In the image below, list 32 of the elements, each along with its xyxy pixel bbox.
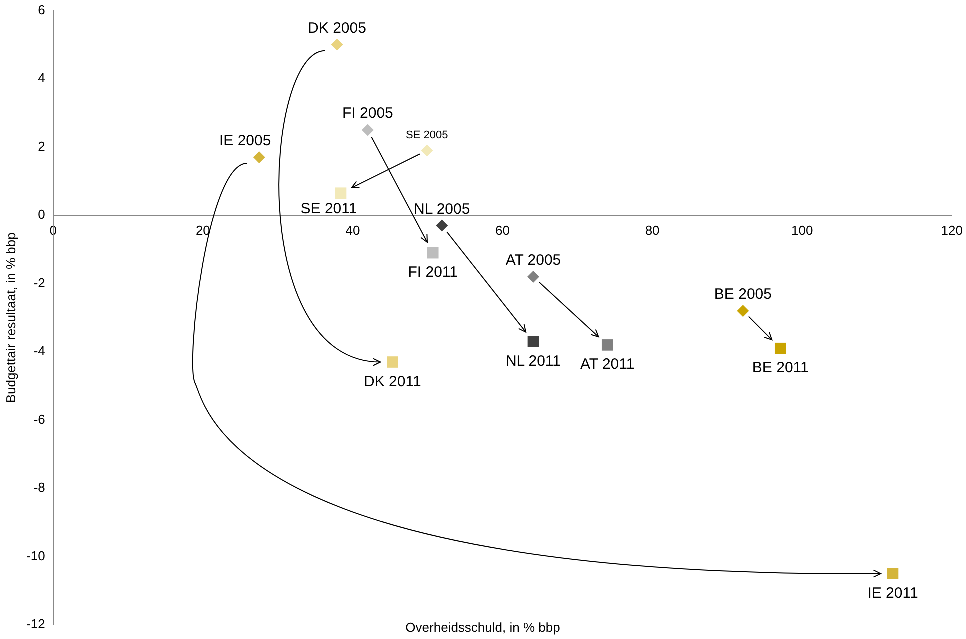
y-tick-label: 2 bbox=[38, 138, 46, 154]
y-tick-label: 4 bbox=[38, 70, 46, 86]
x-tick-label: 80 bbox=[645, 222, 660, 238]
annotation: IE 2005 bbox=[219, 132, 272, 150]
y-tick-label: 6 bbox=[38, 2, 46, 18]
y-tick-label: -6 bbox=[34, 412, 46, 427]
annotation: BE 2011 bbox=[752, 360, 809, 377]
y-tick-label: 0 bbox=[38, 207, 46, 222]
annotation: SE 2011 bbox=[300, 200, 358, 218]
y-tick-label: -2 bbox=[34, 275, 46, 290]
y-axis-title: Budgettair resultaat, in % bbp bbox=[3, 232, 18, 404]
x-tick-label: 120 bbox=[941, 222, 964, 238]
annotation: AT 2005 bbox=[506, 252, 562, 269]
x-tick-label: 40 bbox=[346, 222, 360, 238]
y-tick-label: -10 bbox=[26, 548, 46, 564]
annotation: DK 2005 bbox=[308, 20, 366, 37]
annotation: FI 2011 bbox=[408, 264, 458, 282]
annotation: FI 2005 bbox=[342, 105, 394, 122]
y-tick-label: -12 bbox=[26, 616, 46, 632]
x-tick-label: 100 bbox=[792, 222, 814, 238]
x-tick-label: 20 bbox=[196, 222, 210, 238]
annotation: DK 2011 bbox=[364, 373, 422, 390]
x-axis-title: Overheidsschuld, in % bbp bbox=[406, 620, 560, 635]
y-tick-label: -4 bbox=[34, 344, 46, 359]
x-tick-label: 60 bbox=[496, 222, 510, 238]
annotation: NL 2005 bbox=[414, 200, 470, 218]
annotation: NL 2011 bbox=[506, 352, 562, 370]
annotation: SE 2005 bbox=[406, 130, 448, 142]
y-tick-label: -8 bbox=[34, 480, 46, 496]
annotation: AT 2011 bbox=[580, 356, 635, 374]
annotation: IE 2011 bbox=[868, 584, 918, 602]
annotation: BE 2005 bbox=[714, 286, 772, 304]
